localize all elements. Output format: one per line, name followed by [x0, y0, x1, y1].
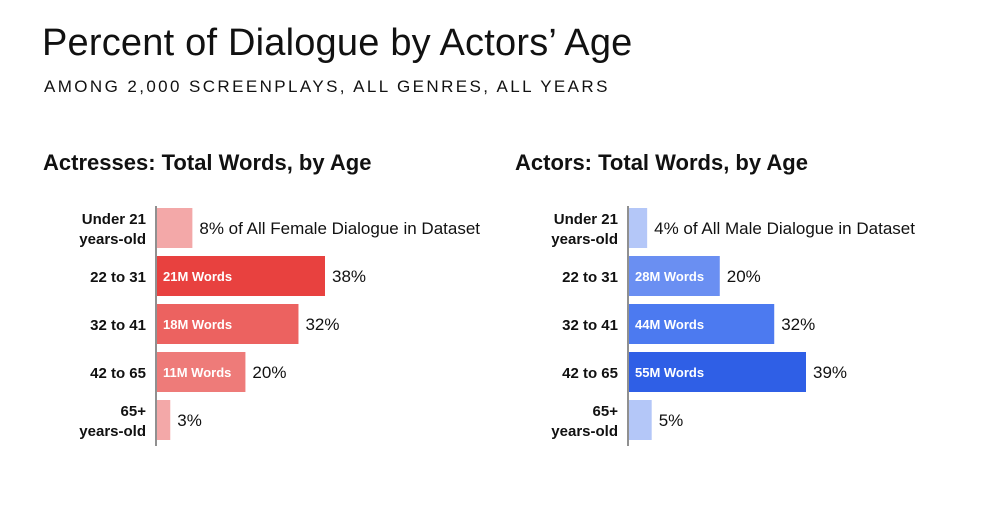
bar	[629, 208, 648, 248]
bar-value-label: 5%	[659, 411, 684, 430]
category-label: 32 to 41	[90, 317, 146, 334]
bar-value-label: 20%	[727, 267, 761, 286]
bar	[629, 304, 775, 344]
page-title: Percent of Dialogue by Actors’ Age	[42, 22, 633, 64]
bar-value-label: 4% of All Male Dialogue in Dataset	[654, 219, 915, 238]
bar	[157, 352, 246, 392]
bar-value-label: 38%	[332, 267, 366, 286]
bar-inner-label: 44M Words	[635, 317, 704, 332]
bar	[157, 256, 325, 296]
page-subtitle: AMONG 2,000 SCREENPLAYS, ALL GENRES, ALL…	[44, 77, 610, 96]
category-label: 65+ years-old	[551, 403, 618, 440]
category-label: 65+ years-old	[79, 403, 146, 440]
bar	[629, 352, 806, 392]
bar-inner-label: 55M Words	[635, 365, 704, 380]
bar-value-label: 32%	[781, 315, 815, 334]
bar-inner-label: 21M Words	[163, 269, 232, 284]
bar	[157, 208, 193, 248]
bar-value-label: 32%	[305, 315, 339, 334]
bar	[157, 400, 171, 440]
actresses-chart-title: Actresses: Total Words, by Age	[43, 150, 372, 175]
category-label: 42 to 65	[562, 365, 618, 382]
bar-inner-label: 28M Words	[635, 269, 704, 284]
bar-inner-label: 18M Words	[163, 317, 232, 332]
category-label: Under 21 years-old	[79, 211, 146, 248]
actresses-bar-chart: Under 21 years-old 8% of All Female Dialog…	[79, 206, 480, 446]
bar-value-label: 39%	[813, 363, 847, 382]
category-label: 32 to 41	[562, 317, 618, 334]
bar-value-label: 8% of All Female Dialogue in Dataset	[199, 219, 480, 238]
bar-value-label: 3%	[177, 411, 202, 430]
bar	[157, 304, 299, 344]
bar	[629, 256, 720, 296]
category-label: Under 21 years-old	[551, 211, 618, 248]
bar-value-label: 20%	[252, 363, 286, 382]
actors-chart-title: Actors: Total Words, by Age	[515, 150, 808, 175]
category-label: 42 to 65	[90, 365, 146, 382]
bar-inner-label: 11M Words	[163, 365, 231, 380]
category-label: 22 to 31	[562, 269, 618, 286]
bar	[629, 400, 652, 440]
category-label: 22 to 31	[90, 269, 146, 286]
